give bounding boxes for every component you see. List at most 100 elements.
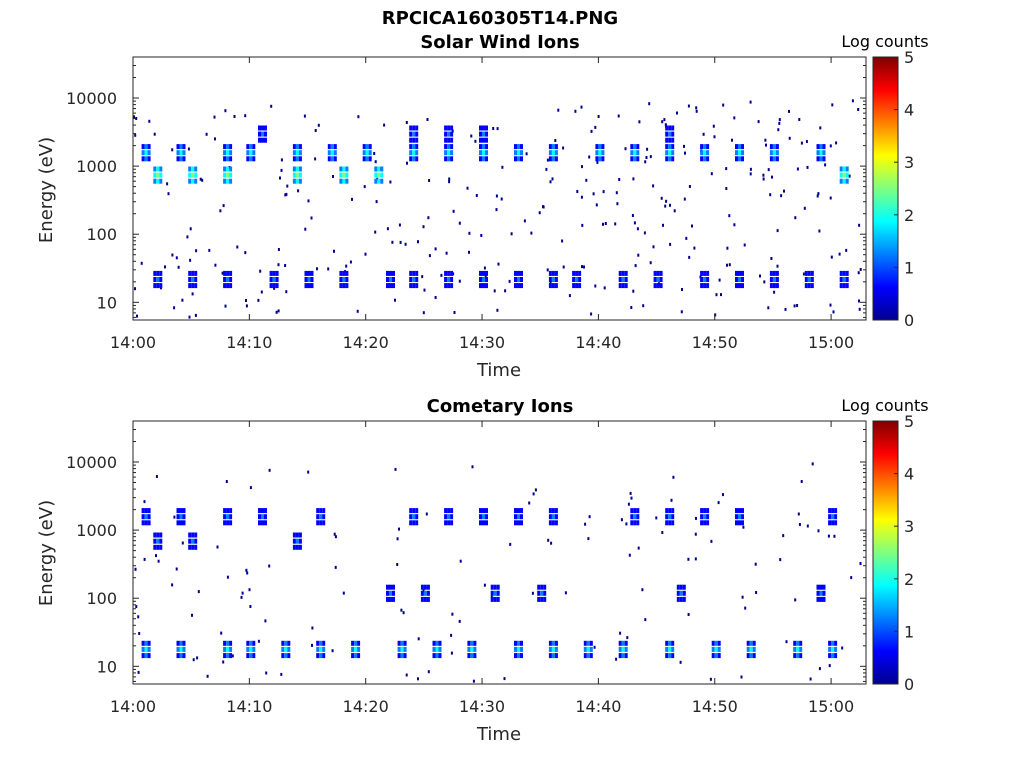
heatmap-cell xyxy=(345,283,349,289)
heatmap-cell xyxy=(389,277,392,282)
heatmap-cell xyxy=(661,531,664,534)
x-tick-label: 14:00 xyxy=(110,333,156,352)
heatmap-cell xyxy=(322,640,326,646)
heatmap-cell xyxy=(468,231,471,235)
heatmap-cell xyxy=(775,156,779,162)
heatmap-cell xyxy=(298,538,302,544)
heatmap-cell xyxy=(450,651,453,655)
heatmap-cell xyxy=(470,134,473,138)
heatmap-cell xyxy=(479,508,482,514)
heatmap-cell xyxy=(444,131,448,137)
colorbar-tick-label: 0 xyxy=(904,675,914,694)
heatmap-cell xyxy=(415,125,419,131)
heatmap-cell xyxy=(845,283,849,289)
heatmap-cell xyxy=(333,150,337,156)
heatmap-cell xyxy=(857,271,860,275)
heatmap-cell xyxy=(778,118,781,122)
heatmap-cell xyxy=(229,508,233,514)
heatmap-cell xyxy=(548,144,552,150)
heatmap-cell xyxy=(514,270,517,276)
heatmap-cell xyxy=(794,216,797,220)
heatmap-cell xyxy=(670,498,673,502)
heatmap-cell xyxy=(520,520,523,526)
heatmap-cell xyxy=(842,172,846,178)
heatmap-cell xyxy=(695,106,698,110)
heatmap-cell xyxy=(421,275,424,279)
heatmap-cell xyxy=(479,137,482,143)
heatmap-cell xyxy=(252,646,256,652)
heatmap-cell xyxy=(191,178,195,184)
heatmap-cell xyxy=(538,211,541,215)
heatmap-cell xyxy=(450,150,454,156)
heatmap-cell xyxy=(618,646,622,652)
heatmap-cell xyxy=(738,520,741,526)
heatmap-cell xyxy=(694,557,697,561)
x-tick-label: 14:30 xyxy=(459,697,505,716)
heatmap-cell xyxy=(223,166,227,172)
heatmap-cell xyxy=(473,646,477,652)
heatmap-cell xyxy=(492,127,495,130)
colorbar-tick-label: 4 xyxy=(904,101,914,120)
heatmap-cell xyxy=(517,144,520,150)
heatmap-cell xyxy=(514,653,517,659)
heatmap-cell xyxy=(194,178,198,184)
heatmap-cell xyxy=(261,137,264,143)
heatmap-cell xyxy=(710,172,713,176)
heatmap-cell xyxy=(182,520,186,526)
heatmap-cell xyxy=(316,514,320,520)
heatmap-cell xyxy=(630,496,633,500)
heatmap-cell xyxy=(656,277,660,282)
heatmap-cell xyxy=(583,653,587,659)
heatmap-cell xyxy=(275,277,279,282)
heatmap-cell xyxy=(342,270,346,276)
colorbar-tick-label: 0 xyxy=(904,311,914,330)
heatmap-cell xyxy=(252,144,256,150)
heatmap-cell xyxy=(298,156,302,162)
heatmap-cell xyxy=(551,144,555,150)
heatmap-cell xyxy=(799,646,803,652)
plot-frame xyxy=(132,420,867,685)
heatmap-cell xyxy=(759,274,761,278)
heatmap-cell xyxy=(706,156,710,162)
heatmap-cell xyxy=(803,206,806,210)
heatmap-cell xyxy=(587,537,590,541)
heatmap-cell xyxy=(147,144,151,150)
heatmap-cell xyxy=(602,190,605,194)
heatmap-cell xyxy=(554,653,558,659)
heatmap-cell xyxy=(285,192,288,196)
heatmap-cell xyxy=(482,137,485,143)
heatmap-cell xyxy=(490,596,494,602)
heatmap-cell xyxy=(342,166,346,172)
heatmap-cell xyxy=(252,156,256,162)
heatmap-cell xyxy=(793,304,796,308)
heatmap-cell xyxy=(220,631,223,635)
heatmap-cell xyxy=(342,283,346,289)
heatmap-cell xyxy=(671,131,675,137)
heatmap-cell xyxy=(197,590,200,594)
heatmap-cell xyxy=(226,575,229,579)
heatmap-cell xyxy=(339,270,343,276)
heatmap-cell xyxy=(479,125,482,131)
heatmap-cell xyxy=(252,640,256,646)
x-tick-label: 14:50 xyxy=(692,333,738,352)
heatmap-cell xyxy=(585,178,588,182)
heatmap-cell xyxy=(517,514,520,520)
heatmap-cell xyxy=(601,156,605,162)
heatmap-cell xyxy=(171,583,174,587)
heatmap-cell xyxy=(229,150,233,156)
heatmap-cell xyxy=(830,255,833,259)
heatmap-cell xyxy=(194,277,198,282)
heatmap-cell xyxy=(159,283,163,289)
heatmap-cell xyxy=(223,277,227,282)
heatmap-cell xyxy=(327,156,331,162)
heatmap-cell xyxy=(319,520,323,526)
heatmap-cell xyxy=(482,508,485,514)
heatmap-cell xyxy=(485,520,488,526)
heatmap-cell xyxy=(468,250,470,254)
heatmap-cell xyxy=(586,640,590,646)
heatmap-cell xyxy=(474,139,477,143)
heatmap-cell xyxy=(741,270,744,276)
heatmap-cell xyxy=(618,277,622,282)
heatmap-cell xyxy=(741,277,744,282)
heatmap-cell xyxy=(415,156,419,162)
